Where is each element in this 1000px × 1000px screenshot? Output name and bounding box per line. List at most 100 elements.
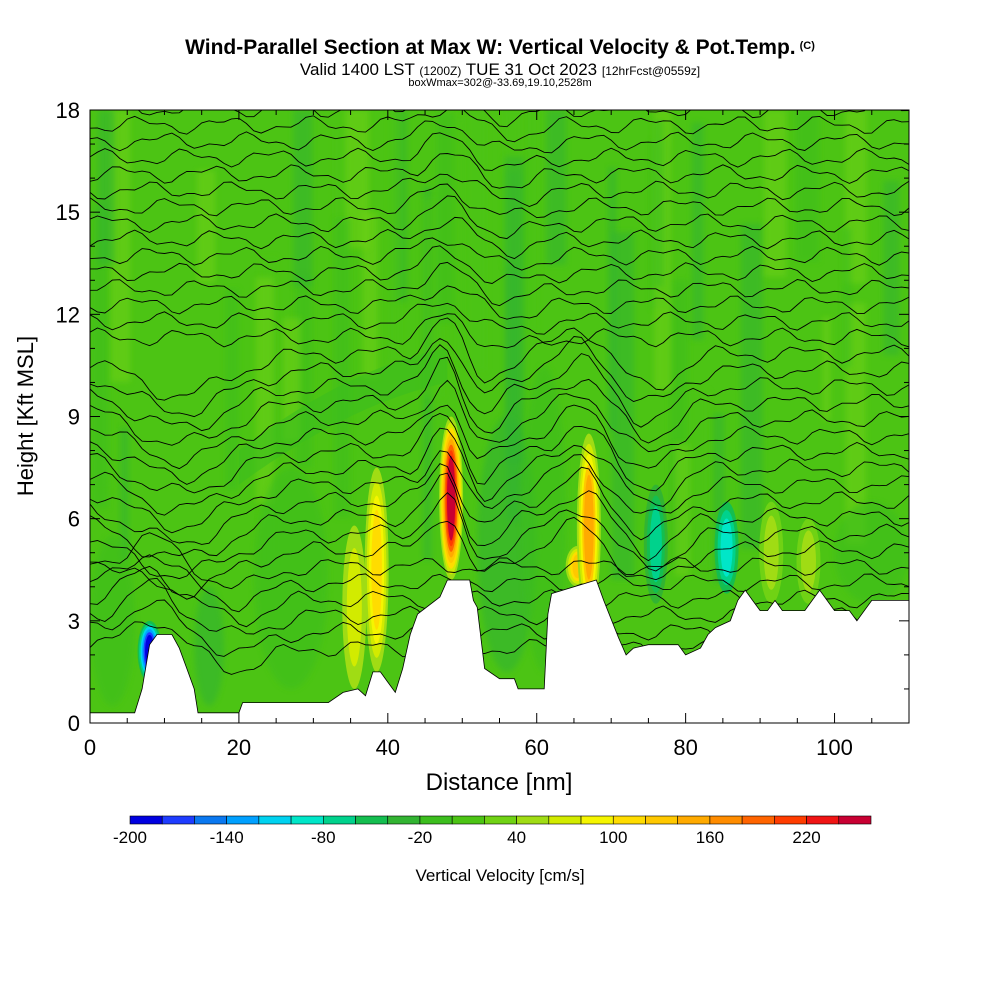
valid-date: TUE 31 Oct 2023 — [465, 60, 598, 79]
field-streak — [91, 203, 109, 508]
y-axis-label: Height [Kft MSL] — [13, 336, 38, 496]
chart-title: Wind-Parallel Section at Max W: Vertical… — [0, 36, 1000, 60]
updraft-core — [800, 530, 816, 593]
theta-contour — [90, 110, 909, 143]
theta-contour — [90, 302, 909, 335]
x-tick-label: 100 — [816, 735, 853, 760]
colorbar-tick-label: 100 — [599, 828, 627, 847]
updraft-core — [763, 515, 779, 590]
field-streak — [389, 110, 402, 361]
field-zone — [834, 501, 909, 604]
colorbar-tick-label: -200 — [113, 828, 147, 847]
field-streak — [713, 413, 725, 584]
y-tick-label: 3 — [68, 609, 80, 634]
terrain — [90, 579, 909, 723]
field-streak — [653, 120, 664, 287]
theta-contour — [90, 245, 909, 284]
title-main: Wind-Parallel Section at Max W: Vertical… — [185, 36, 796, 59]
colorbar-swatch — [709, 815, 743, 825]
colorbar-swatch — [451, 815, 485, 825]
theta-contour — [90, 216, 909, 260]
field-streak — [464, 110, 487, 371]
colorbar-swatch — [741, 815, 775, 825]
field-streak — [795, 110, 820, 262]
y-tick-label: 12 — [56, 302, 80, 327]
colorbar-tick-label: 40 — [507, 828, 526, 847]
y-tick-label: 18 — [56, 98, 80, 123]
box-info: boxWmax=302@-33.69,19.10,2528m — [408, 77, 592, 89]
x-axis-label: Distance [nm] — [426, 769, 573, 796]
field-zone — [477, 416, 537, 672]
field-streak — [283, 317, 301, 441]
theta-contour — [90, 195, 909, 240]
theta-contour — [90, 153, 909, 189]
x-tick-label: 20 — [227, 735, 251, 760]
theta-contour — [90, 492, 909, 580]
field-zone — [253, 467, 329, 689]
field-streak — [763, 110, 787, 277]
field-streak — [110, 110, 131, 383]
potential-temperature-contours — [90, 110, 909, 675]
theta-contour — [90, 261, 909, 307]
field-streak — [842, 227, 852, 368]
field-streak — [822, 317, 831, 421]
field-streak — [687, 390, 709, 567]
theta-contour — [90, 413, 909, 494]
theta-contour — [90, 344, 909, 432]
x-tick-label: 60 — [524, 735, 548, 760]
axes: 0 20 40 60 80 100 0 3 6 9 12 15 18 — [56, 98, 909, 760]
colorbar-swatch — [419, 815, 453, 825]
field-streak — [546, 110, 567, 265]
field-streak — [526, 110, 539, 331]
colorbar-swatch — [290, 815, 324, 825]
x-tick-label: 0 — [84, 735, 96, 760]
theta-contour — [90, 463, 909, 545]
theta-contour — [90, 404, 909, 485]
colorbar-swatch — [645, 815, 678, 825]
updraft-core — [584, 474, 594, 580]
colorbar-swatch — [548, 815, 582, 825]
y-tick-label: 9 — [68, 405, 80, 430]
colorbar: -200 -140 -80 -20 40 100 160 220 — [113, 815, 872, 847]
theta-contour — [90, 427, 909, 516]
theta-contour — [137, 110, 909, 128]
field-layer — [238, 348, 448, 485]
colorbar-swatch — [194, 815, 227, 825]
field-streak — [674, 443, 690, 576]
theta-contour — [90, 554, 909, 613]
y-tick-label: 15 — [56, 200, 80, 225]
theta-contour — [90, 285, 909, 320]
colorbar-swatch — [387, 815, 421, 825]
colorbar-swatch — [323, 815, 356, 825]
colorbar-swatch — [129, 815, 163, 825]
vertical-velocity-field — [90, 110, 909, 723]
colorbar-tick-label: -20 — [408, 828, 433, 847]
colorbar-swatch — [806, 815, 840, 825]
updraft-core — [371, 509, 382, 630]
theta-contour — [90, 450, 909, 534]
x-tick-label: 40 — [376, 735, 400, 760]
theta-contour — [90, 336, 909, 418]
y-tick-label: 0 — [68, 711, 80, 736]
colorbar-tick-label: 220 — [792, 828, 820, 847]
field-streak — [334, 218, 351, 518]
theta-contour — [90, 379, 909, 470]
colorbar-swatch — [774, 815, 807, 825]
copyright-mark: (C) — [799, 40, 815, 52]
colorbar-swatch — [677, 815, 711, 825]
terrain-mask — [90, 579, 909, 723]
field-streak — [883, 180, 900, 356]
valid-prefix: Valid 1400 LST — [299, 60, 415, 79]
field-streak — [293, 110, 313, 287]
theta-contour — [90, 173, 909, 207]
field-streak — [691, 122, 704, 340]
colorbar-swatch — [612, 815, 646, 825]
colorbar-swatch — [516, 815, 550, 825]
field-streak — [436, 112, 455, 324]
field-streak — [740, 223, 763, 549]
colorbar-swatch — [226, 815, 260, 825]
field-streak — [197, 170, 216, 283]
colorbar-swatch — [484, 815, 517, 825]
theta-contour — [90, 237, 909, 271]
